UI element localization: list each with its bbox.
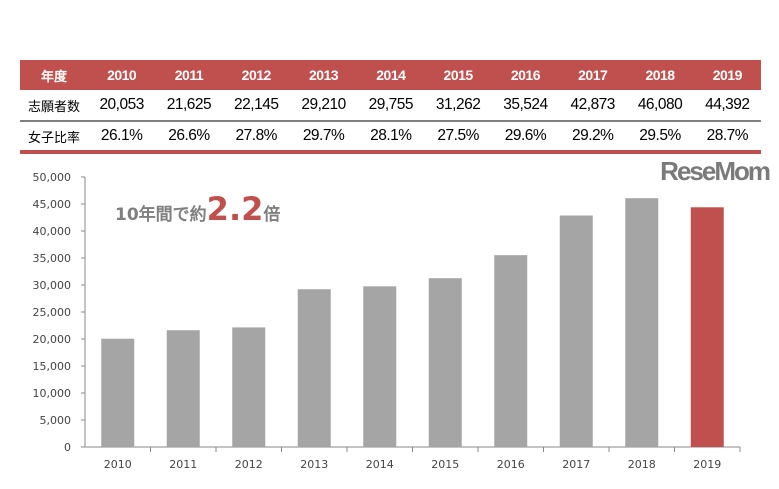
y-tick-label: 35,000 [33,252,72,265]
bar-2018 [625,198,659,447]
y-tick-label: 0 [64,441,71,454]
bar-2016 [494,255,528,447]
table-cell: 26.6% [168,127,210,144]
annotation-prefix: 10年間で約 [115,205,207,225]
table-cell: 35,524 [503,96,548,113]
bar-2014 [363,286,397,447]
table-cell: 2019 [712,67,743,83]
table-cell: 26.1% [100,127,143,144]
table-cell: 28.7% [706,127,749,144]
bar-2012 [232,327,266,447]
x-tick-label: 2016 [497,458,525,471]
bar-2011 [166,330,200,447]
x-tick-label: 2017 [562,458,590,471]
x-tick-label: 2010 [104,458,132,471]
x-tick-label: 2013 [300,458,328,471]
x-tick-label: 2015 [431,458,459,471]
table-cell: 2012 [241,67,272,83]
x-tick-label: 2019 [693,458,721,471]
data-table: 年度 2010 2011 2012 2013 2014 2015 2016 2017 2018 2… [20,60,761,154]
x-tick-label: 2014 [366,458,394,471]
bar-2010 [101,338,135,447]
annotation-suffix: 倍 [263,205,281,225]
table-cell: 20,053 [99,96,144,113]
y-tick-label: 45,000 [33,198,72,211]
table-cell: 2016 [510,67,541,83]
y-tick-label: 30,000 [33,279,72,292]
x-tick-label: 2011 [169,458,197,471]
x-tick-label: 2018 [628,458,656,471]
bar-2019 [690,207,724,447]
table-cell: 28.1% [370,127,412,144]
table-cell: 2015 [443,67,474,83]
resemom-logo: ReseMom [660,156,771,186]
table-cell: 22,145 [234,96,279,113]
table-cell: 29.7% [302,127,345,144]
table-cell: 2011 [174,67,204,83]
table-cell: 27.8% [235,127,278,144]
table-cell: 29.6% [504,127,547,144]
table-cell: 29,210 [301,96,346,113]
table-cell: 29,755 [368,96,414,113]
table-cell: 31,262 [435,96,481,113]
table-cell: 29.5% [639,127,681,144]
y-tick-label: 25,000 [33,306,72,319]
bar-2017 [559,215,593,447]
table-cell: 2017 [578,67,608,83]
header-label: 年度 [40,68,67,84]
table-cell: 29.2% [572,127,614,144]
bar-2015 [428,278,462,447]
table-cell: 2010 [107,67,137,83]
table-cell: 2014 [376,67,406,83]
y-tick-label: 5,000 [40,414,72,427]
applicants-row: 志願者数 20,053 21,625 22,145 29,210 29,755 31,26… [20,90,761,122]
y-tick-label: 40,000 [33,225,72,238]
table-cell: 2018 [645,67,675,83]
female-ratio-label: 女子比率 [27,130,80,146]
annotation-value: 2.2 [206,190,264,228]
table-cell: 42,873 [570,96,616,113]
x-tick-label: 2012 [235,458,263,471]
table-cell: 2013 [308,67,339,83]
y-tick-label: 10,000 [33,387,72,400]
table-header-row: 年度 2010 2011 2012 2013 2014 2015 2016 2017 2018 2… [20,60,761,90]
table-cell: 44,392 [705,96,750,113]
table-cell: 21,625 [166,96,212,113]
y-tick-label: 20,000 [33,333,72,346]
growth-annotation: 10年間で約2.2倍 [115,190,280,228]
bar-2013 [297,289,331,447]
applicants-label: 志願者数 [27,99,80,115]
table-cell: 27.5% [437,127,479,144]
female-ratio-row: 女子比率 26.1% 26.6% 27.8% 29.7% 28.1% 27.5% 29.6%… [20,122,761,154]
table-cell: 46,080 [637,96,683,113]
y-tick-label: 15,000 [33,360,72,373]
y-tick-label: 50,000 [33,171,72,184]
